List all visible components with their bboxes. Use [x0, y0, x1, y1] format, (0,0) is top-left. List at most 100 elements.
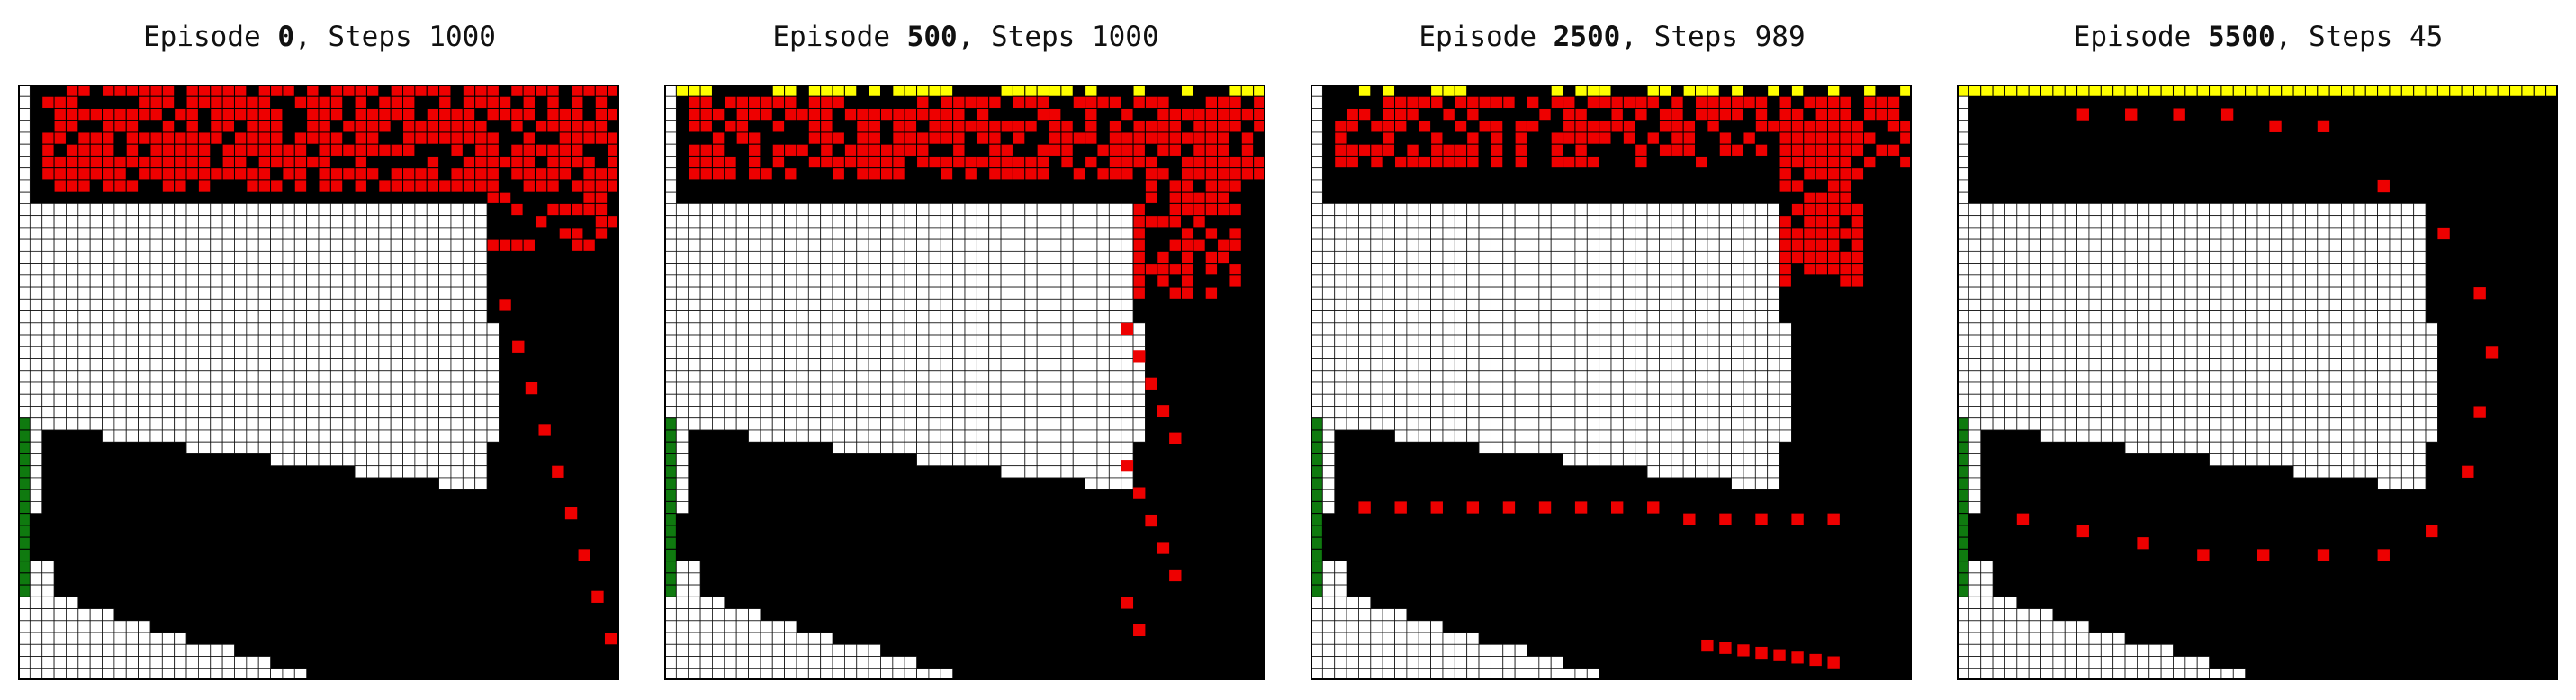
wall-cell	[185, 346, 199, 359]
wall-cell	[2184, 310, 2198, 324]
wall-cell	[1060, 417, 1074, 431]
visited-cell	[53, 179, 67, 193]
visited-cell	[270, 107, 284, 121]
wall-cell	[904, 381, 917, 395]
wall-cell	[1767, 202, 1780, 217]
wall-cell	[1635, 274, 1648, 288]
wall-cell	[414, 441, 428, 454]
wall-cell	[1767, 286, 1780, 300]
wall-cell	[2100, 429, 2114, 443]
wall-cell	[1610, 370, 1624, 383]
visited-cell	[904, 131, 918, 145]
wall-cell	[462, 381, 476, 395]
wall-cell	[426, 334, 439, 347]
trajectory-marker	[2137, 537, 2149, 550]
wall-cell	[2028, 310, 2041, 324]
wall-cell	[282, 453, 295, 467]
wall-cell	[1707, 215, 1720, 229]
wall-cell	[1085, 417, 1098, 431]
wall-cell	[102, 274, 115, 288]
wall-cell	[53, 417, 67, 431]
wall-cell	[2292, 346, 2306, 359]
wall-cell	[486, 334, 500, 347]
wall-cell	[2220, 250, 2234, 265]
wall-cell	[2004, 596, 2018, 609]
visited-cell	[1875, 107, 1888, 121]
wall-cell	[174, 227, 187, 240]
wall-cell	[952, 406, 966, 419]
wall-cell	[1049, 227, 1062, 240]
wall-cell	[892, 274, 905, 288]
wall-cell	[2317, 393, 2330, 407]
visited-cell	[438, 120, 452, 133]
wall-cell	[928, 202, 941, 217]
wall-cell	[1346, 381, 1359, 395]
wall-cell	[113, 632, 127, 645]
visited-cell	[1610, 95, 1624, 109]
wall-cell	[2292, 393, 2306, 407]
visited-cell	[988, 120, 1002, 133]
racetrack-panel-1	[18, 85, 619, 680]
wall-cell	[1321, 263, 1336, 276]
wall-cell	[1586, 274, 1600, 288]
visited-cell	[53, 120, 67, 133]
wall-cell	[868, 286, 881, 300]
wall-cell	[402, 250, 416, 265]
wall-cell	[1779, 322, 1792, 336]
wall-cell	[1442, 227, 1455, 240]
wall-cell	[414, 238, 428, 252]
visited-cell	[1096, 95, 1110, 109]
wall-cell	[868, 322, 881, 336]
visited-cell	[1815, 120, 1828, 133]
wall-cell	[856, 417, 869, 431]
wall-cell	[1550, 250, 1563, 265]
visited-cell	[607, 179, 619, 193]
wall-cell	[2305, 393, 2319, 407]
visited-cell	[571, 131, 584, 145]
wall-cell	[1502, 656, 1516, 669]
visited-cell	[438, 95, 452, 109]
wall-cell	[1980, 561, 1994, 574]
visited-cell	[1779, 250, 1792, 265]
wall-cell	[2148, 643, 2162, 657]
visited-cell	[988, 155, 1002, 169]
visited-cell	[594, 227, 608, 240]
wall-cell	[2112, 417, 2126, 431]
wall-cell	[270, 286, 284, 300]
wall-cell	[1527, 346, 1540, 359]
wall-cell	[2256, 441, 2270, 454]
wall-cell	[1370, 274, 1383, 288]
wall-cell	[675, 489, 689, 502]
wall-cell	[2173, 263, 2186, 276]
wall-cell	[2305, 250, 2319, 265]
wall-cell	[796, 381, 809, 395]
wall-cell	[688, 322, 701, 336]
visited-cell	[1132, 143, 1146, 157]
wall-cell	[2100, 298, 2114, 311]
wall-cell	[390, 381, 403, 395]
wall-cell	[748, 215, 761, 229]
visited-cell	[1157, 215, 1170, 229]
wall-cell	[2377, 274, 2391, 288]
wall-cell	[2232, 406, 2247, 419]
wall-cell	[138, 632, 151, 645]
visited-cell	[1815, 202, 1828, 217]
trajectory-marker	[1430, 501, 1443, 514]
visited-cell	[1121, 131, 1134, 145]
wall-cell	[2173, 322, 2186, 336]
visited-cell	[1193, 215, 1206, 229]
wall-cell	[1321, 286, 1336, 300]
wall-cell	[2232, 238, 2247, 252]
visited-cell	[390, 107, 404, 121]
wall-cell	[390, 215, 403, 229]
wall-cell	[1394, 358, 1408, 372]
wall-cell	[880, 215, 894, 229]
wall-cell	[976, 298, 990, 311]
wall-cell	[2196, 274, 2210, 288]
wall-cell	[2209, 381, 2222, 395]
wall-cell	[1574, 322, 1588, 336]
visited-cell	[161, 155, 176, 169]
wall-cell	[1992, 298, 2005, 311]
wall-cell	[1992, 620, 2005, 633]
wall-cell	[760, 263, 773, 276]
